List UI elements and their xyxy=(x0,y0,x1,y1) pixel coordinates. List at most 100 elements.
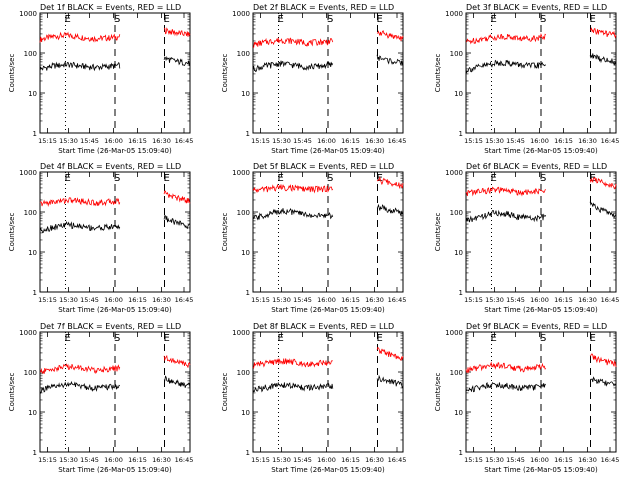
detector-plot-3: Det 3f BLACK = Events, RED = LLD Counts/s… xyxy=(434,3,619,155)
x-tick-label: 16:15 xyxy=(341,456,360,464)
marker-label: E xyxy=(491,173,497,184)
y-tick-label: 1 xyxy=(246,130,250,138)
series-events-trace-2 xyxy=(163,55,191,66)
y-tick-label: 100 xyxy=(450,50,463,58)
marker-label: S xyxy=(540,173,546,184)
series-lld-trace-2 xyxy=(376,30,404,42)
series-lld-trace-1 xyxy=(39,31,121,43)
y-axis-label: Counts/sec xyxy=(8,213,16,252)
x-tick-label: 15:15 xyxy=(464,456,483,464)
marker-label: E xyxy=(377,14,383,25)
x-tick-label: 16:45 xyxy=(388,137,407,145)
y-tick-label: 1 xyxy=(33,130,37,138)
x-tick-label: 16:00 xyxy=(530,137,549,145)
y-tick-label: 1 xyxy=(246,289,250,297)
x-axis-label: Start Time (26-Mar-05 15:09:40) xyxy=(484,306,598,314)
plot-title: Det 2f BLACK = Events, RED = LLD xyxy=(253,3,394,12)
x-tick-label: 16:00 xyxy=(317,296,336,304)
series-lld-trace-1 xyxy=(465,33,546,45)
marker-label: E xyxy=(164,333,170,344)
series-events-trace-2 xyxy=(589,53,617,66)
x-tick-label: 15:15 xyxy=(38,456,57,464)
detector-plot-6: Det 6f BLACK = Events, RED = LLD Counts/s… xyxy=(434,162,619,314)
marker-label: E xyxy=(278,173,284,184)
x-tick-label: 16:15 xyxy=(128,137,147,145)
detector-plot-9: Det 9f BLACK = Events, RED = LLD Counts/s… xyxy=(434,322,619,474)
x-tick-label: 16:45 xyxy=(388,456,407,464)
series-events-trace-2 xyxy=(376,203,404,218)
x-tick-label: 16:15 xyxy=(128,456,147,464)
x-tick-label: 16:45 xyxy=(388,296,407,304)
x-tick-label: 16:30 xyxy=(152,137,171,145)
marker-label: S xyxy=(540,14,546,25)
series-events-trace-2 xyxy=(589,201,617,220)
series-events-trace-1 xyxy=(465,59,547,74)
detector-plot-7: Det 7f BLACK = Events, RED = LLD Counts/s… xyxy=(8,322,193,474)
y-tick-label: 1 xyxy=(459,289,463,297)
x-tick-label: 16:15 xyxy=(554,456,573,464)
x-tick-label: 16:45 xyxy=(175,137,194,145)
series-events-trace-2 xyxy=(589,376,617,387)
series-lld-trace-2 xyxy=(589,353,617,368)
y-tick-label: 1 xyxy=(33,449,37,457)
detector-plot-2: Det 2f BLACK = Events, RED = LLD Counts/s… xyxy=(221,3,406,155)
x-axis-label: Start Time (26-Mar-05 15:09:40) xyxy=(484,147,598,155)
y-tick-label: 1000 xyxy=(232,169,250,177)
series-lld-trace-2 xyxy=(376,176,404,190)
series-lld-trace-1 xyxy=(39,197,121,207)
series-lld-trace-2 xyxy=(163,190,191,204)
marker-label: E xyxy=(491,14,497,25)
y-tick-label: 10 xyxy=(454,249,463,257)
marker-label: E xyxy=(590,333,596,344)
series-events-trace-1 xyxy=(39,220,121,234)
marker-label: E xyxy=(164,14,170,25)
y-tick-label: 1 xyxy=(33,289,37,297)
x-tick-label: 16:45 xyxy=(601,137,620,145)
y-tick-label: 10 xyxy=(28,90,37,98)
x-axis-label: Start Time (26-Mar-05 15:09:40) xyxy=(484,466,598,474)
detector-plot-1: Det 1f BLACK = Events, RED = LLD Counts/s… xyxy=(8,3,193,155)
x-tick-label: 16:30 xyxy=(152,296,171,304)
plot-title: Det 5f BLACK = Events, RED = LLD xyxy=(253,162,394,171)
x-tick-label: 15:30 xyxy=(485,456,504,464)
x-tick-label: 15:30 xyxy=(59,296,78,304)
series-lld-trace-1 xyxy=(39,363,121,375)
series-events-trace-2 xyxy=(376,54,404,67)
marker-label: E xyxy=(590,173,596,184)
series-events-trace-2 xyxy=(163,215,191,230)
y-tick-label: 100 xyxy=(24,369,37,377)
x-tick-label: 16:30 xyxy=(365,296,384,304)
x-tick-label: 15:45 xyxy=(506,137,525,145)
series-events-trace-1 xyxy=(252,381,334,393)
marker-label: E xyxy=(278,14,284,25)
x-tick-label: 16:45 xyxy=(175,456,194,464)
x-axis-label: Start Time (26-Mar-05 15:09:40) xyxy=(58,466,172,474)
x-tick-label: 16:00 xyxy=(104,137,123,145)
x-tick-label: 16:30 xyxy=(578,296,597,304)
series-lld-trace-1 xyxy=(465,361,547,373)
plot-title: Det 8f BLACK = Events, RED = LLD xyxy=(253,322,394,331)
x-tick-label: 15:30 xyxy=(59,456,78,464)
y-axis-label: Counts/sec xyxy=(8,373,16,412)
y-axis-label: Counts/sec xyxy=(434,54,442,93)
y-tick-label: 100 xyxy=(237,209,250,217)
marker-label: E xyxy=(491,333,497,344)
x-tick-label: 16:00 xyxy=(530,296,549,304)
plot-title: Det 7f BLACK = Events, RED = LLD xyxy=(40,322,181,331)
y-axis-label: Counts/sec xyxy=(8,54,16,93)
y-tick-label: 1000 xyxy=(445,10,463,18)
y-axis-label: Counts/sec xyxy=(221,213,229,252)
x-tick-label: 16:15 xyxy=(554,296,573,304)
y-tick-label: 1 xyxy=(459,130,463,138)
x-tick-label: 16:00 xyxy=(104,456,123,464)
marker-label: E xyxy=(590,14,596,25)
marker-label: E xyxy=(377,333,383,344)
x-tick-label: 15:30 xyxy=(59,137,78,145)
y-tick-label: 100 xyxy=(450,209,463,217)
y-tick-label: 100 xyxy=(450,369,463,377)
marker-label: E xyxy=(278,333,284,344)
marker-label: E xyxy=(65,14,71,25)
x-tick-label: 16:00 xyxy=(317,137,336,145)
y-tick-label: 10 xyxy=(241,249,250,257)
